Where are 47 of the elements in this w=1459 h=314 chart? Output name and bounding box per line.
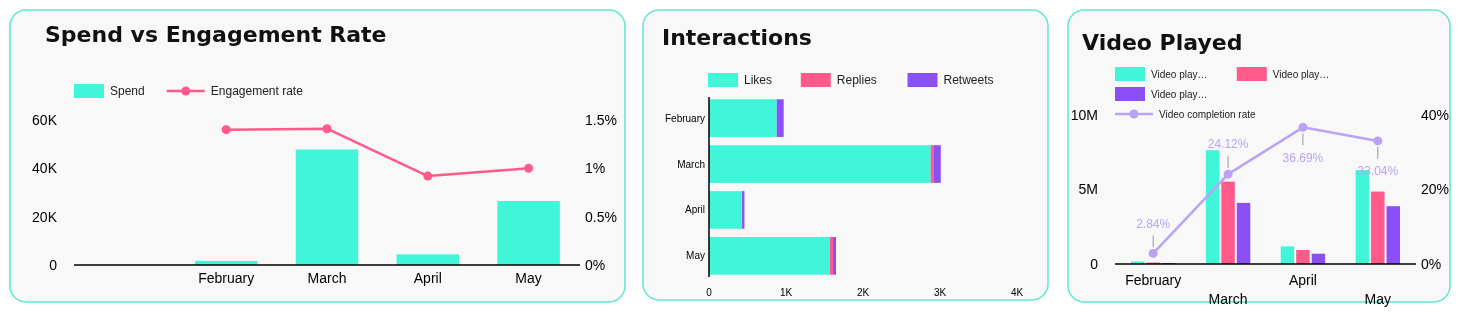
chart-title: Video Played — [1082, 30, 1243, 55]
x-tick-label: March — [307, 270, 347, 286]
x-tick-label: February — [198, 270, 255, 286]
y-tick-label: 5M — [1078, 181, 1098, 198]
legend-label: Likes — [744, 73, 773, 88]
chart-title: Interactions — [662, 25, 812, 50]
y-tick-label: 20K — [32, 208, 58, 225]
y-tick-label: 60K — [32, 111, 58, 128]
y-tick-label: 10M — [1070, 106, 1098, 123]
legend-label: Video completion rate — [1159, 108, 1256, 120]
legend-label: Video play… — [1272, 68, 1330, 80]
y2-tick-label: 0% — [585, 256, 606, 273]
legend-label: Retweets — [943, 73, 994, 88]
y-tick-label: 0 — [49, 256, 58, 273]
y-tick-label: April — [684, 204, 705, 216]
x-tick-label: April — [1288, 272, 1317, 288]
y2-tick-label: 0.5% — [585, 208, 617, 225]
legend-label: Engagement rate — [210, 84, 304, 99]
x-tick-label: March — [1208, 291, 1248, 307]
x-tick-label: May — [515, 270, 542, 286]
legend-label: Replies — [836, 73, 877, 88]
data-label: 36.69% — [1282, 150, 1324, 165]
x-tick-label: 4K — [1010, 287, 1024, 298]
x-tick-label: May — [1364, 291, 1392, 307]
x-tick-label: 3K — [933, 287, 947, 298]
y2-tick-label: 40% — [1421, 106, 1450, 123]
x-tick-label: 1K — [779, 287, 793, 298]
legend-label: Video play… — [1151, 68, 1208, 80]
y-tick-label: February — [664, 112, 705, 124]
x-tick-label: April — [413, 270, 442, 286]
y-tick-label: 40K — [32, 160, 58, 177]
y2-tick-label: 1.5% — [585, 111, 617, 128]
data-label: 24.12% — [1207, 137, 1249, 152]
y2-tick-label: 20% — [1421, 181, 1450, 198]
x-tick-label: 0 — [706, 287, 713, 298]
y-tick-label: March — [677, 158, 705, 170]
legend-label: Spend — [110, 84, 145, 99]
data-label: 2.84% — [1136, 216, 1171, 231]
y2-tick-label: 1% — [585, 160, 606, 177]
data-label: 33.04% — [1357, 164, 1399, 179]
legend-label: Video play… — [1151, 88, 1208, 100]
y2-tick-label: 0% — [1421, 255, 1442, 272]
x-tick-label: 2K — [856, 287, 870, 298]
chart-title: Spend vs Engagement Rate — [45, 22, 387, 47]
x-tick-label: February — [1125, 272, 1182, 288]
y-tick-label: 0 — [1090, 255, 1099, 272]
y-tick-label: May — [686, 250, 705, 262]
